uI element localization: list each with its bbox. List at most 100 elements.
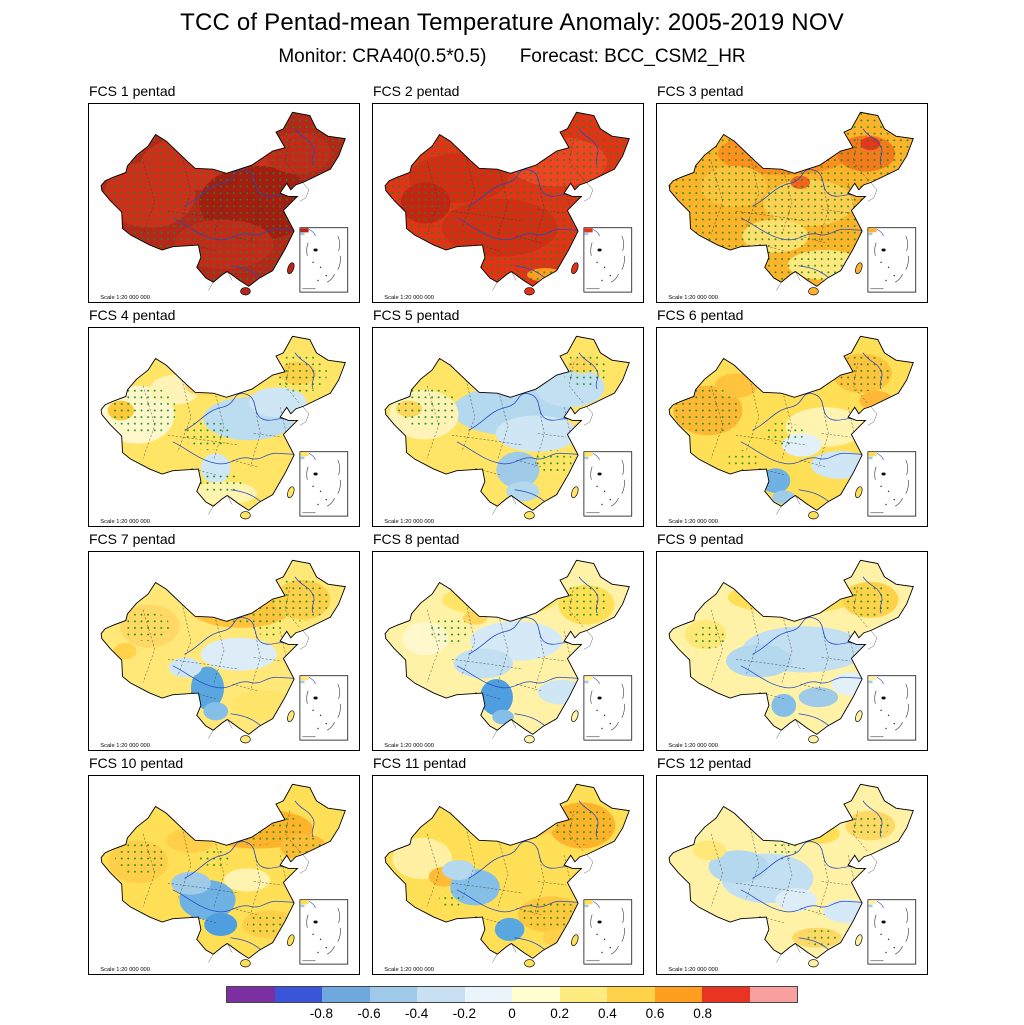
stipple-significance <box>397 384 457 428</box>
national-boundary <box>100 335 346 511</box>
scale-label: Scale 1:20 000 000 <box>100 743 150 749</box>
national-boundary <box>668 335 914 511</box>
rivers <box>740 352 883 502</box>
scale-label: Scale 1:20 000 000 <box>100 967 150 973</box>
colorbar-tick-label: 0.2 <box>550 1006 570 1021</box>
rivers <box>172 800 315 950</box>
china-map: Scale 1:20 000 000 <box>100 559 349 749</box>
map-box: Scale 1:20 000 000 <box>656 103 928 303</box>
south-china-sea-inset <box>299 451 349 517</box>
china-map: Scale 1:20 000 000 <box>668 783 917 973</box>
scale-label: Scale 1:20 000 000 <box>384 295 434 301</box>
panel-label: FCS 11 pentad <box>373 755 467 771</box>
panel-label: FCS 4 pentad <box>89 307 176 323</box>
map-panel: FCS 2 pentad Scale 1:20 000 000 <box>372 83 644 303</box>
taiwan-island <box>571 486 579 499</box>
south-china-sea-inset <box>583 451 633 517</box>
south-china-sea-inset <box>867 675 917 741</box>
hainan-island <box>524 735 535 744</box>
scale-label: Scale 1:20 000 000 <box>668 295 718 301</box>
colorbar-tick-label: -0.4 <box>405 1006 429 1021</box>
stipple-significance <box>247 912 294 937</box>
neighbor-coastlines <box>492 631 594 739</box>
map-box: Scale 1:20 000 000 <box>88 327 360 527</box>
taiwan-island <box>571 262 579 275</box>
map-panel: FCS 5 pentad Scale 1:20 000 000 <box>372 307 644 527</box>
stipple-significance <box>274 353 328 394</box>
map-panel: FCS 9 pentad Scale 1:20 000 000 <box>656 531 928 751</box>
stipple-significance <box>850 813 891 838</box>
china-map: Scale 1:20 000 000 <box>384 335 633 525</box>
hainan-island <box>808 287 819 296</box>
colorbar-segment <box>702 987 750 1002</box>
colorbar-segment <box>464 987 512 1002</box>
scale-label: Scale 1:20 000 000 <box>668 743 718 749</box>
stipple-significance <box>252 616 286 637</box>
scale-label: Scale 1:20 000 000 <box>384 967 434 973</box>
south-china-sea-inset <box>867 227 917 293</box>
rivers <box>456 128 599 278</box>
south-china-sea-inset <box>867 899 917 965</box>
china-map: Scale 1:20 000 000 <box>100 111 349 301</box>
stipple-significance <box>802 929 840 946</box>
china-map: Scale 1:20 000 000 <box>100 783 349 973</box>
scale-label: Scale 1:20 000 000 <box>384 743 434 749</box>
stipple-significance <box>561 352 608 386</box>
taiwan-island <box>287 262 295 275</box>
map-panel: FCS 10 pentad Scale 1:20 000 000 <box>88 755 360 975</box>
hainan-island <box>524 511 535 520</box>
national-boundary <box>384 111 630 287</box>
panel-label: FCS 9 pentad <box>657 531 744 547</box>
stipple-significance <box>674 387 741 434</box>
map-box: Scale 1:20 000 000 <box>88 103 360 303</box>
taiwan-island <box>287 486 295 499</box>
subtitle-forecast: Forecast: BCC_CSM2_HR <box>519 46 746 67</box>
rivers <box>740 128 883 278</box>
stipple-significance <box>693 625 726 649</box>
taiwan-island <box>571 710 579 723</box>
map-panel: FCS 7 pentad Scale 1:20 000 000 <box>88 531 360 751</box>
map-box: Scale 1:20 000 000 <box>372 103 644 303</box>
colorbar-segment <box>369 987 417 1002</box>
hainan-island <box>524 959 535 968</box>
colorbar-segment <box>417 987 465 1002</box>
panel-label: FCS 10 pentad <box>89 755 184 771</box>
taiwan-island <box>287 934 295 947</box>
rivers <box>456 352 599 502</box>
stipple-significance <box>270 578 330 622</box>
map-box: Scale 1:20 000 000 <box>88 775 360 975</box>
panel-label: FCS 2 pentad <box>373 83 460 99</box>
colorbar-segment <box>654 987 702 1002</box>
map-panel: FCS 12 pentad Scale 1:20 000 000 <box>656 755 928 975</box>
map-box: Scale 1:20 000 000 <box>372 551 644 751</box>
stipple-significance <box>198 471 242 495</box>
colorbar-tick-label: 0 <box>508 1006 516 1021</box>
map-box: Scale 1:20 000 000 <box>372 327 644 527</box>
taiwan-island <box>571 934 579 947</box>
neighbor-coastlines <box>208 183 310 291</box>
south-china-sea-inset <box>583 899 633 965</box>
stipple-significance <box>763 422 804 446</box>
map-panel: FCS 11 pentad Scale 1:20 000 000 <box>372 755 644 975</box>
panel-label: FCS 8 pentad <box>373 531 460 547</box>
rivers <box>172 128 315 278</box>
hainan-island <box>808 959 819 968</box>
national-boundary <box>384 335 630 511</box>
subtitle-monitor: Monitor: CRA40(0.5*0.5) <box>278 46 487 67</box>
rivers <box>456 800 599 950</box>
china-map: Scale 1:20 000 000 <box>668 559 917 749</box>
stipple-significance <box>483 589 533 614</box>
stipple-significance <box>438 891 462 908</box>
scale-label: Scale 1:20 000 000 <box>100 519 150 525</box>
stipple-significance <box>430 617 471 644</box>
panel-label: FCS 6 pentad <box>657 307 744 323</box>
neighbor-coastlines <box>208 631 310 739</box>
scale-label: Scale 1:20 000 000 <box>668 967 718 973</box>
south-china-sea-inset <box>299 227 349 293</box>
stipple-significance <box>110 385 177 436</box>
map-box: Scale 1:20 000 000 <box>88 551 360 751</box>
stipple-significance <box>522 899 579 930</box>
south-china-sea-inset <box>299 675 349 741</box>
taiwan-island <box>855 934 863 947</box>
stipple-significance <box>552 805 612 846</box>
